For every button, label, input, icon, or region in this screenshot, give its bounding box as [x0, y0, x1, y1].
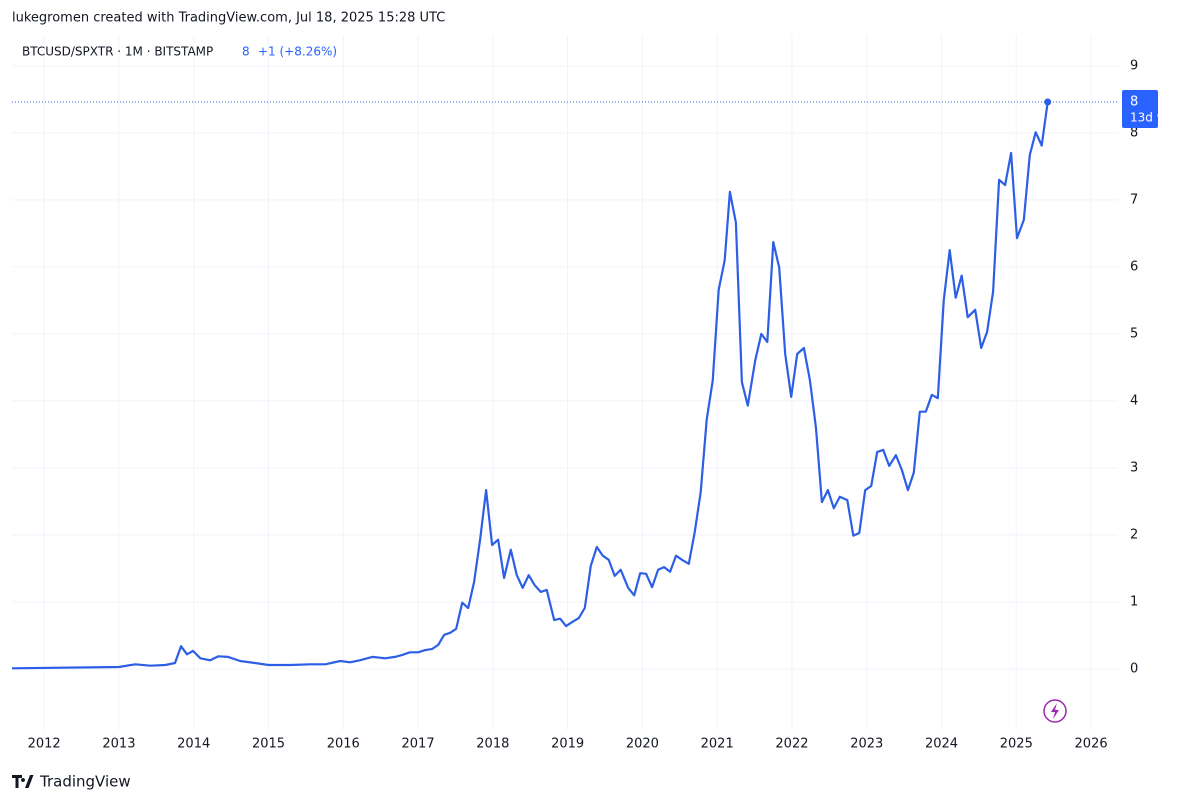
y-tick-label: 8	[1130, 125, 1138, 140]
x-tick-label: 2015	[252, 737, 285, 752]
x-tick-label: 2019	[551, 737, 584, 752]
y-tick-label: 4	[1130, 393, 1138, 408]
price-tag-value: 8	[1130, 95, 1138, 110]
x-tick-label: 2018	[476, 737, 509, 752]
price-line	[11, 101, 1049, 670]
y-tick-label: 1	[1130, 594, 1138, 609]
y-tick-label: 5	[1130, 326, 1138, 341]
x-tick-label: 2016	[327, 737, 360, 752]
price-tag-countdown: 13d 9h	[1130, 111, 1172, 125]
x-tick-label: 2021	[701, 737, 734, 752]
credit: lukegromen created with TradingView.com,…	[12, 11, 445, 26]
y-tick-label: 3	[1130, 460, 1138, 475]
bolt	[1051, 703, 1059, 719]
price-tag	[1122, 90, 1158, 129]
y-tick-label: 2	[1130, 527, 1138, 542]
x-tick-label: 2024	[925, 737, 958, 752]
grid	[12, 35, 1118, 730]
x-tick-label: 2012	[28, 737, 61, 752]
symbol: BTCUSD/SPXTR · 1M · BITSTAMP	[22, 45, 213, 59]
x-tick-label: 2025	[1000, 737, 1033, 752]
y-tick-label: 7	[1130, 192, 1138, 207]
x-tick-label: 2020	[626, 737, 659, 752]
x-tick-label: 2023	[850, 737, 883, 752]
last-value: 8	[242, 45, 250, 59]
logo	[12, 775, 34, 788]
alert-icon[interactable]	[1043, 699, 1067, 723]
y-tick-label: 0	[1130, 662, 1138, 677]
x-tick-label: 2014	[177, 737, 210, 752]
x-tick-label: 2022	[775, 737, 808, 752]
last-point	[1044, 98, 1052, 106]
x-tick-label: 2013	[102, 737, 135, 752]
brand: TradingView	[39, 773, 131, 791]
y-tick-label: 9	[1130, 58, 1138, 73]
change: +1 (+8.26%)	[258, 45, 337, 59]
y-tick-label: 6	[1130, 259, 1138, 274]
x-tick-label: 2017	[402, 737, 435, 752]
x-tick-label: 2026	[1075, 737, 1108, 752]
